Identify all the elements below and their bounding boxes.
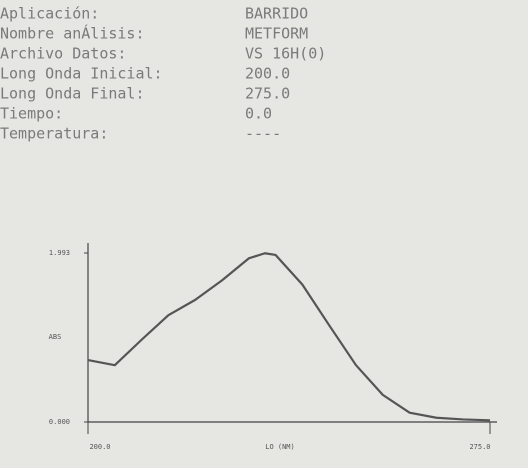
- field-value: VS 16H(0): [245, 45, 326, 63]
- field-label: Long Onda Final:: [0, 85, 145, 103]
- field-value: 200.0: [245, 65, 290, 83]
- field-value: BARRIDO: [245, 5, 308, 23]
- field-value: 275.0: [245, 85, 290, 103]
- field-label: Aplicación:: [0, 5, 99, 23]
- x-tick-label: 275.0: [469, 443, 490, 451]
- header: Aplicación: BARRIDO Nombre anÁlisis: METFOR…: [0, 5, 326, 143]
- y-axis-label: ABS: [49, 333, 62, 341]
- field-value: 0.0: [245, 105, 272, 123]
- field-label: Temperatura:: [0, 125, 108, 143]
- x-tick-label: 200.0: [89, 443, 110, 451]
- y-tick-label: 1.993: [49, 249, 70, 257]
- field-label: Nombre anÁlisis:: [0, 24, 145, 43]
- x-axis-label: LO (NM): [265, 443, 295, 451]
- y-tick-label: 0.000: [49, 418, 70, 426]
- field-label: Archivo Datos:: [0, 45, 126, 63]
- field-value: ----: [245, 125, 281, 143]
- field-label: Long Onda Inicial:: [0, 65, 163, 83]
- spectrum-line: [87, 252, 491, 422]
- field-label: Tiempo:: [0, 105, 63, 123]
- field-value: METFORM: [245, 25, 308, 43]
